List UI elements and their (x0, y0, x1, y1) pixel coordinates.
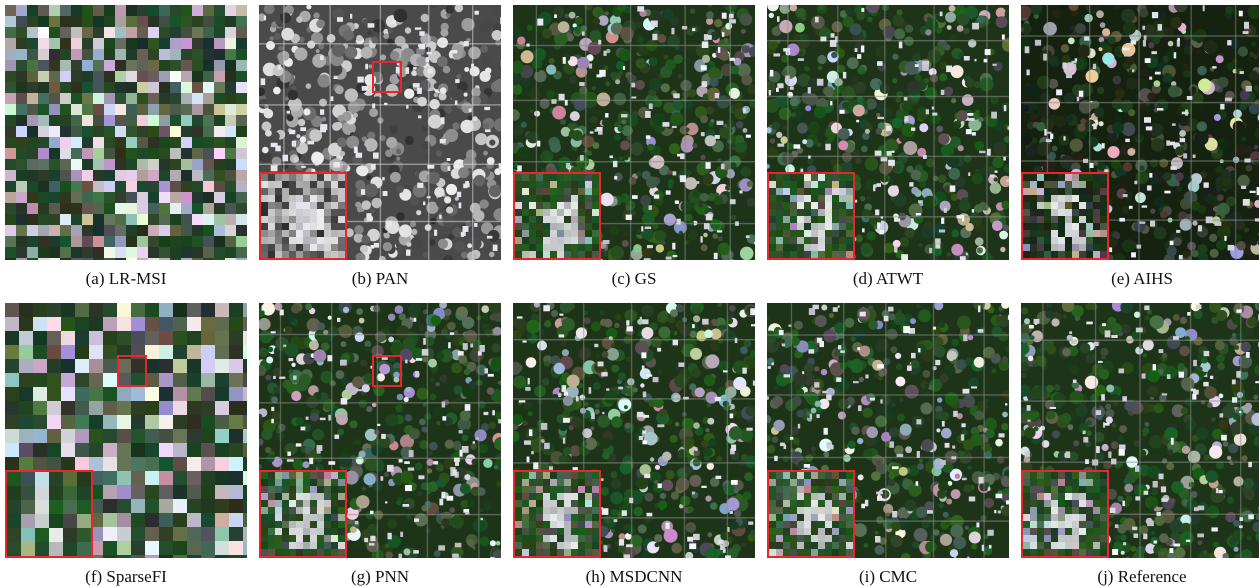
satellite-image-d (767, 5, 1009, 260)
zoom-inset-j (1021, 470, 1109, 558)
zoom-inset-i (767, 470, 855, 558)
subfigure-j: (j) Reference (1021, 303, 1259, 558)
caption-e: (e) AIHS (1021, 269, 1259, 289)
caption-i: (i) CMC (767, 567, 1009, 587)
subfigure-d: (d) ATWT (767, 5, 1009, 260)
satellite-image-a (5, 5, 247, 260)
subfigure-a: (a) LR-MSI (5, 5, 247, 260)
caption-b: (b) PAN (259, 269, 501, 289)
zoom-inset-g (259, 470, 347, 558)
caption-d: (d) ATWT (767, 269, 1009, 289)
subfigure-i: (i) CMC (767, 303, 1009, 558)
subfigure-c: (c) GS (513, 5, 755, 260)
figure-grid: (a) LR-MSI(b) PAN(c) GS(d) ATWT(e) AIHS(… (5, 5, 1255, 580)
zoom-inset-h (513, 470, 601, 558)
satellite-image-b (259, 5, 501, 260)
caption-f: (f) SparseFI (5, 567, 247, 587)
caption-a: (a) LR-MSI (5, 269, 247, 289)
subfigure-h: (h) MSDCNN (513, 303, 755, 558)
caption-g: (g) PNN (259, 567, 501, 587)
satellite-image-e (1021, 5, 1259, 260)
satellite-image-f (5, 303, 247, 558)
zoom-inset-e (1021, 172, 1109, 260)
satellite-image-g (259, 303, 501, 558)
zoom-inset-c (513, 172, 601, 260)
caption-j: (j) Reference (1021, 567, 1259, 587)
satellite-image-c (513, 5, 755, 260)
zoom-inset-d (767, 172, 855, 260)
caption-c: (c) GS (513, 269, 755, 289)
subfigure-g: (g) PNN (259, 303, 501, 558)
subfigure-f: (f) SparseFI (5, 303, 247, 558)
satellite-image-j (1021, 303, 1259, 558)
subfigure-e: (e) AIHS (1021, 5, 1259, 260)
subfigure-b: (b) PAN (259, 5, 501, 260)
zoom-inset-b (259, 172, 347, 260)
caption-h: (h) MSDCNN (513, 567, 755, 587)
satellite-image-i (767, 303, 1009, 558)
satellite-image-h (513, 303, 755, 558)
zoom-inset-f (5, 470, 93, 558)
